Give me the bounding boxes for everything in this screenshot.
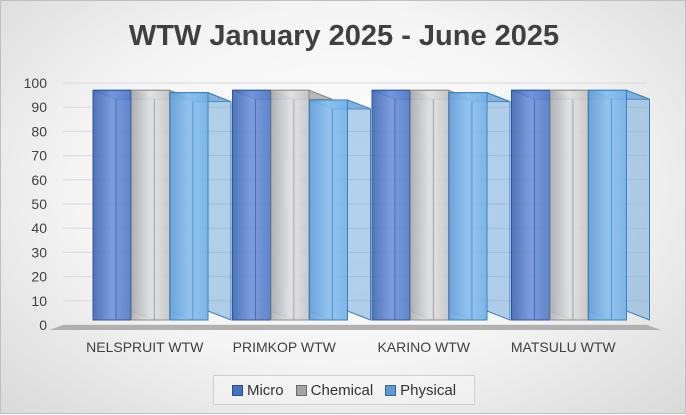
legend-swatch-micro bbox=[231, 384, 243, 396]
y-tick-label: 80 bbox=[31, 123, 47, 139]
y-tick-label: 20 bbox=[31, 269, 47, 285]
legend-item-micro: Micro bbox=[231, 381, 284, 399]
bar-physical-1 bbox=[309, 99, 371, 321]
legend-label-physical: Physical bbox=[400, 381, 457, 399]
y-tick-label: 40 bbox=[31, 220, 47, 236]
bar-physical-0 bbox=[169, 91, 232, 321]
y-tick-label: 0 bbox=[39, 317, 47, 333]
y-tick-label: 60 bbox=[31, 172, 47, 188]
x-tick-label: NELSPRUIT WTW bbox=[86, 339, 204, 355]
bars bbox=[92, 89, 650, 321]
legend-label-chemical: Chemical bbox=[310, 381, 374, 399]
x-tick-label: PRIMKOP WTW bbox=[233, 339, 337, 355]
y-tick-label: 100 bbox=[24, 75, 48, 91]
floor bbox=[49, 325, 661, 330]
y-axis: 0 10 20 30 40 50 60 70 80 90 100 bbox=[24, 75, 48, 333]
y-tick-label: 30 bbox=[31, 244, 47, 260]
y-tick-label: 90 bbox=[31, 99, 47, 115]
bar-physical-3 bbox=[588, 89, 650, 321]
y-tick-label: 70 bbox=[31, 148, 47, 164]
legend: Micro Chemical Physical bbox=[213, 375, 475, 405]
legend-item-chemical: Chemical bbox=[295, 381, 374, 399]
x-tick-label: MATSULU WTW bbox=[511, 339, 617, 355]
legend-label-micro: Micro bbox=[246, 381, 284, 399]
chart-title: WTW January 2025 - June 2025 bbox=[129, 20, 559, 52]
legend-item-physical: Physical bbox=[385, 382, 456, 399]
y-tick-label: 50 bbox=[31, 196, 47, 212]
legend-swatch-physical bbox=[385, 384, 397, 396]
y-tick-label: 10 bbox=[31, 293, 47, 309]
bar-physical-2 bbox=[448, 91, 511, 321]
legend-swatch-chemical bbox=[295, 384, 307, 396]
x-axis: NELSPRUIT WTW PRIMKOP WTW KARINO WTW MATSUL… bbox=[86, 339, 616, 355]
chart-floor bbox=[49, 325, 661, 330]
x-tick-label: KARINO WTW bbox=[377, 339, 470, 355]
